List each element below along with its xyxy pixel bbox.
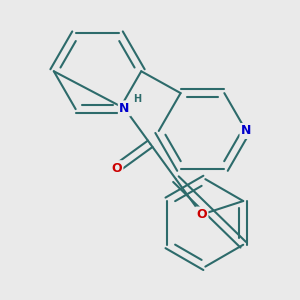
Text: N: N	[119, 102, 130, 115]
Text: O: O	[196, 208, 207, 221]
Text: N: N	[241, 124, 251, 137]
Text: H: H	[133, 94, 141, 104]
Text: O: O	[111, 162, 122, 175]
